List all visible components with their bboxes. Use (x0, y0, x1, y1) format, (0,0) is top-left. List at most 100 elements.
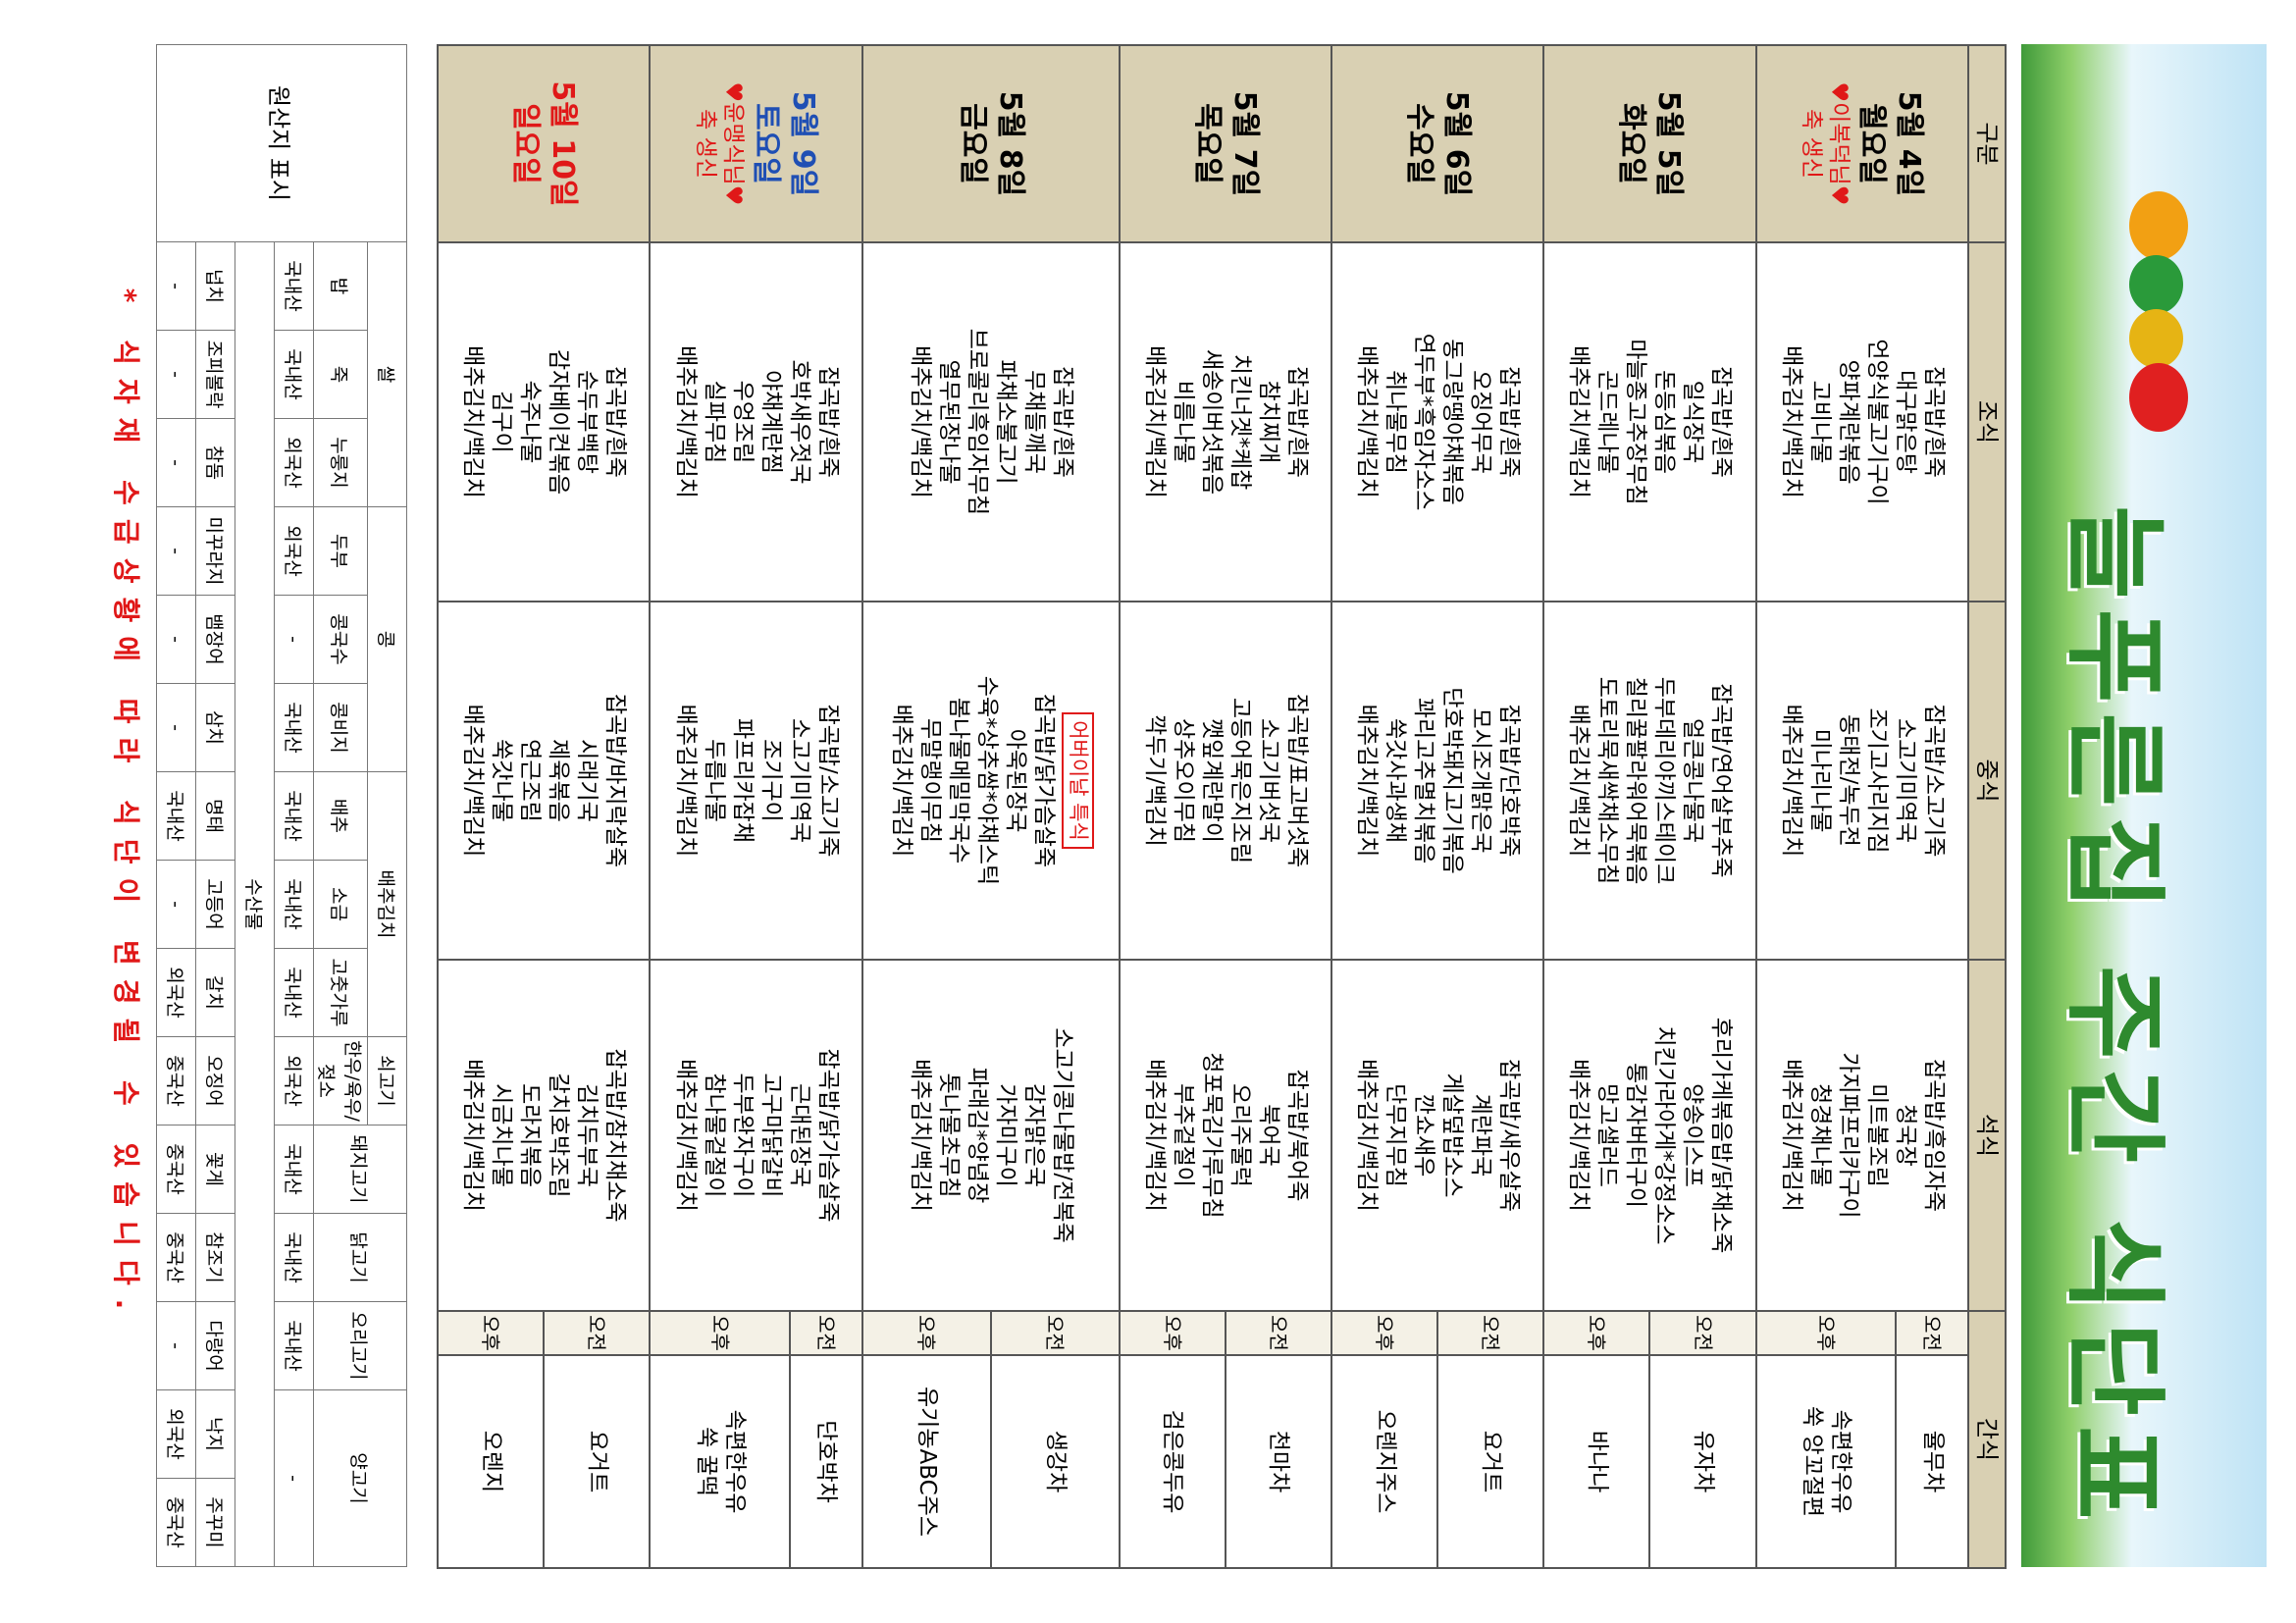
menu-item: 배추김치/백김치 (460, 1059, 487, 1212)
birthday-note: 축 생신 (692, 109, 718, 179)
origin-group: 쌀 (367, 241, 407, 507)
menu-item: 고등어묵은지조림 (1226, 697, 1253, 864)
seafood-item: 삼치 (195, 683, 235, 772)
origin-row: 수산물 (235, 45, 275, 1567)
snack-item: 유기농ABC주스 (913, 1387, 940, 1537)
menu-item: 배추김치/백김치 (460, 345, 487, 498)
origin-country: 국내산 (274, 1301, 314, 1390)
menu-item: 열무된장나물 (935, 359, 962, 485)
menu-item: 마늘종고추장무침 (1623, 339, 1649, 505)
weekday: 토요일 (748, 103, 783, 184)
seafood-country: - (156, 418, 196, 507)
day-row: 5월 7일 목요일 잡곡밥/흰죽 참치찌개 치킨너겟*케찹 새송이버섯볶음 비름나물 배추김치… (1119, 45, 1331, 1569)
menu-item: 단무지무침 (1383, 1083, 1409, 1187)
snack-item: 요거트 (584, 1430, 610, 1493)
date: 5월 7일 (1226, 90, 1262, 197)
origin-country: 국내산 (274, 1125, 314, 1214)
menu-item: 잡곡밥/흑임자죽 (1920, 1059, 1947, 1212)
breakfast-cell: 잡곡밥/흰죽 대구맑은탕 언양식불고기구이 양파계란볶음 고비나물 배추김치/백김치 (1755, 242, 1968, 602)
weekday: 금요일 (955, 103, 990, 184)
weekday: 화요일 (1614, 103, 1649, 184)
weekday: 월요일 (1853, 103, 1889, 184)
menu-item: 소고기미역국 (1892, 718, 1918, 843)
snack-time: 오후 (861, 1311, 991, 1355)
menu-item: 새송이버섯볶음 (1198, 348, 1225, 496)
seafood-country: - (156, 683, 196, 772)
snack-cell: 오렌지주스 (1331, 1355, 1438, 1569)
seafood-item: 미꾸라지 (195, 506, 235, 596)
menu-item: 치킨너겟*케찹 (1226, 353, 1253, 491)
snack-time: 오후 (438, 1311, 545, 1355)
menu-item: 취나물무침 (1383, 370, 1409, 474)
menu-item: 배추김치/백김치 (1778, 345, 1804, 498)
menu-item: 순두부백탕 (574, 370, 600, 474)
menu-item: 오징어무국 (1468, 370, 1494, 474)
day-row: 5월 4일 월요일 ♥이복덕님♥ 축 생신 잡곡밥/흰죽 대구맑은탕 언양식불고기구이 양파계… (1755, 45, 1968, 1569)
snack-time: 오전 (544, 1311, 651, 1355)
menu-item: 잡곡밥/소고기죽 (814, 704, 841, 858)
birthday-note: 축 생신 (1798, 109, 1824, 179)
snack-item: 요거트 (1478, 1430, 1504, 1493)
snack-time: 오전 (990, 1311, 1120, 1355)
menu-item: 동태전/녹두전 (1835, 714, 1861, 847)
seafood-item: 조피볼락 (195, 330, 235, 419)
menu-item: 도토리묵새싹채소무침 (1594, 676, 1621, 885)
menu-item: 시금치나물 (489, 1083, 515, 1187)
menu-item: 두부완자구이 (729, 1073, 756, 1198)
menu-item: 연근조림 (517, 739, 544, 822)
date: 5월 4일 (1891, 90, 1926, 197)
menu-item: 잡곡밥/소고기죽 (1920, 704, 1947, 858)
origin-table: 원산지 표시 쌀 콩 배추김치 쇠고기 돼지고기 닭고기 오리고기 양고기 밥 죽 누룽지 두부 콩국수 콩… (156, 44, 407, 1567)
menu-item: 쑥갓사과생채 (1383, 718, 1409, 843)
menu-item: 망고샐러드 (1594, 1083, 1621, 1187)
snack-time: 오후 (1755, 1311, 1897, 1355)
origin-item: 콩국수 (313, 595, 368, 684)
menu-item: 돈등심볶음 (1651, 370, 1678, 474)
origin-country: 외국산 (274, 418, 314, 507)
snack-item: 쑥 앙꼬절편 (1799, 1405, 1825, 1518)
snack-item: 속편한우유 (1827, 1409, 1853, 1514)
snack-item: 오렌지주스 (1372, 1409, 1398, 1514)
origin-country: 국내산 (274, 683, 314, 772)
origin-item: 배추 (313, 771, 368, 861)
menu-item: 청포묵김가루무침 (1198, 1052, 1225, 1219)
dinner-cell: 잡곡밥/북어죽 북어국 오리주물럭 청포묵김가루무침 부추겉절이 배추김치/백김치 (1119, 960, 1331, 1311)
lunch-cell: 잡곡밥/소고기죽 소고기미역국 조기고사리지짐 동태전/녹두전 미나리나물 배추김치/백김… (1755, 602, 1968, 960)
menu-item: 파래김*양념장 (964, 1067, 990, 1204)
origin-item: 밥 (313, 241, 368, 331)
menu-item: 잡곡밥/흰죽 (1283, 366, 1310, 478)
menu-item: 배추김치/백김치 (672, 704, 699, 858)
breakfast-cell: 잡곡밥/흰죽 순두부백탕 감자베이컨볶음 숙주나물 김구이 배추김치/백김치 (438, 242, 651, 602)
menu-item: 단호박돼지고기볶음 (1439, 687, 1466, 874)
dinner-cell: 소고기콩나물밥/전복죽 감자맑은국 가자미구이 파래김*양념장 톳나물초무침 배추김치/백… (861, 960, 1120, 1311)
origin-row: 국내산 국내산 외국산 외국산 - 국내산 국내산 국내산 국내산 외국산 국내산 국내산 국내산 - (274, 45, 314, 1567)
menu-item: 잡곡밥/닭가슴살죽 (814, 1048, 841, 1223)
snack-time: 오전 (1896, 1311, 1968, 1355)
column-header: 조식 (1968, 242, 2006, 602)
seafood-item: 넙치 (195, 241, 235, 331)
menu-item: 제육볶음 (546, 739, 572, 822)
day-row: 5월 9일 토요일 ♥윤맹식님♥ 축 생신 잡곡밥/흰죽 호박새우젓국 야채계란찜 우엉조림 실… (650, 45, 862, 1569)
footer-note: * 식자재 수급상황에 따라 식단이 변경될 수 있습니다. (110, 288, 142, 1324)
menu-item: 수육*상추쌈*야채스틱 (974, 675, 1001, 886)
day-cell: 5월 9일 토요일 ♥윤맹식님♥ 축 생신 (650, 45, 862, 242)
breakfast-cell: 잡곡밥/흰죽 호박새우젓국 야채계란찜 우엉조림 실파무침 배추김치/백김치 (650, 242, 862, 602)
banner: 늘푸른집 주간 식단표 (2021, 44, 2267, 1567)
menu-item: 연두부*흑임자소스 (1411, 333, 1437, 511)
date: 5월 5일 (1651, 90, 1687, 197)
seafood-item: 꽃게 (195, 1125, 235, 1214)
logo-shape (2129, 363, 2188, 432)
menu-item: 무채들깨국 (1020, 370, 1047, 474)
menu-item: 잡곡밥/흰죽 (1496, 366, 1523, 478)
day-row: 5월 6일 수요일 잡곡밥/흰죽 오징어무국 동그랑땡야채볶음 연두부*흑임자소스 취나물무… (1331, 45, 1544, 1569)
logo-shape (2129, 309, 2183, 368)
snack-cell: 유자차 (1649, 1355, 1756, 1569)
snack-item: 오렌지 (478, 1430, 504, 1493)
seafood-country: 국내산 (156, 771, 196, 861)
menu-item: 배추김치/백김치 (1566, 345, 1592, 498)
origin-group: 돼지고기 (313, 1125, 407, 1214)
menu-item: 야채계란찜 (757, 370, 784, 474)
dinner-cell: 잡곡밥/닭가슴살죽 근대된장국 고구마닭갈비 두부완자구이 참나물겉절이 배추김치/백김치 (650, 960, 862, 1311)
origin-group: 배추김치 (367, 771, 407, 1037)
